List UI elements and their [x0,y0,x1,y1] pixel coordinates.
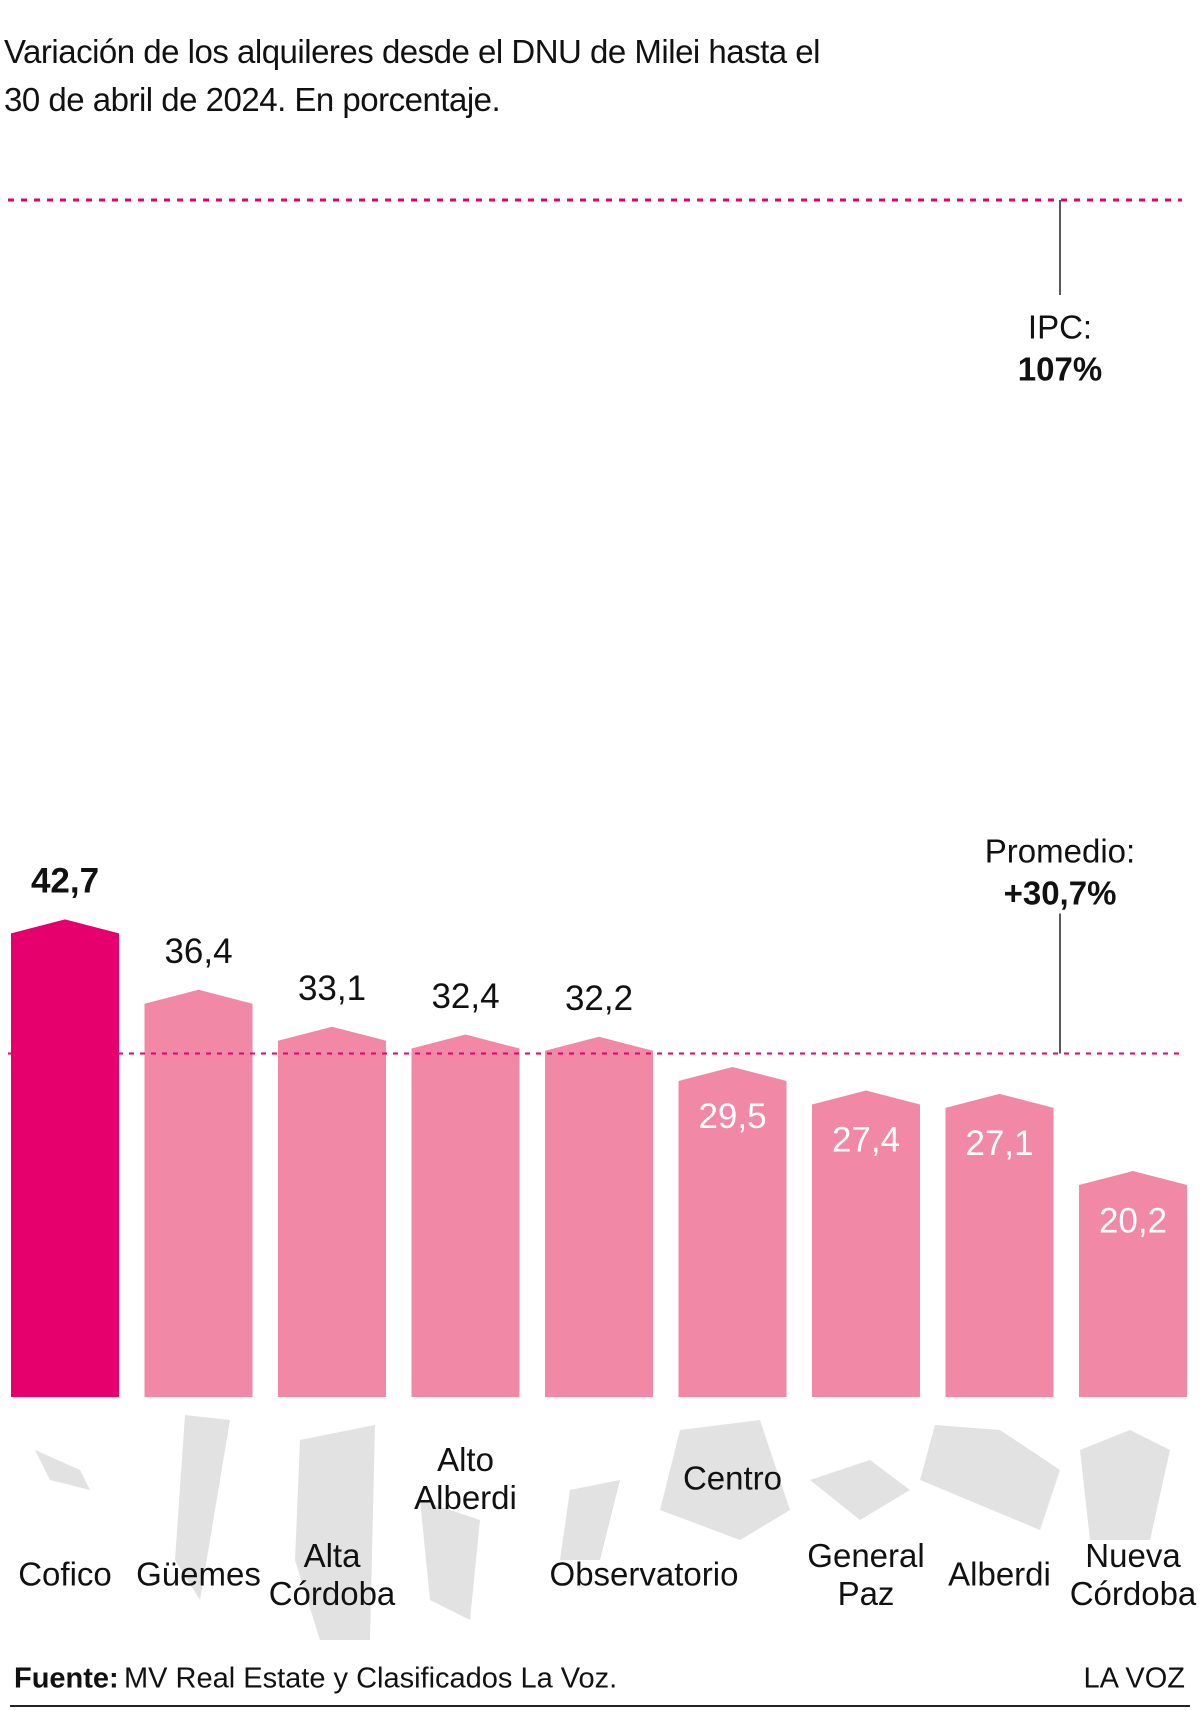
value-label: 42,7 [31,862,99,901]
map-shape [295,1425,375,1640]
x-tick-label: General Paz [807,1537,924,1612]
x-tick-label: Cofico [18,1556,112,1593]
reference-label: IPC: [1028,309,1092,346]
map-shape [1080,1430,1170,1540]
value-label: 32,4 [431,977,499,1016]
value-label: 29,5 [698,1097,766,1136]
reference-label: Promedio: [985,832,1135,869]
bar [1079,1171,1187,1397]
map-shape [35,1450,90,1490]
map-shape [660,1420,790,1540]
bar [144,989,253,1397]
map-shape [920,1425,1060,1530]
reference-value: 107% [1018,351,1102,388]
bar [411,1034,520,1397]
value-label: 33,1 [298,969,366,1008]
map-shapes [35,1415,1170,1640]
brand: LA VOZ [1083,1663,1185,1695]
chart-title: Variación de los alquileres desde el DNU… [4,33,821,118]
x-tick-label: Observatorio [550,1556,739,1593]
map-shape [560,1480,620,1560]
value-label: 20,2 [1099,1201,1167,1240]
bar [278,1026,386,1397]
map-shape [420,1500,480,1620]
bar [945,1093,1054,1397]
x-tick-label: Centro [683,1460,782,1497]
value-label: 36,4 [164,932,232,971]
map-shape [810,1460,910,1520]
source-label: Fuente: [14,1663,119,1695]
x-tick-label: Nueva Córdoba [1070,1537,1197,1612]
value-label: 27,1 [965,1124,1033,1163]
value-label: 32,2 [565,979,633,1018]
x-tick-label: Güemes [136,1556,261,1593]
value-label: 27,4 [832,1121,900,1160]
bar [545,1036,653,1397]
reference-value: +30,7% [1004,874,1117,911]
x-tick-label: Alta Córdoba [269,1537,396,1612]
bar [11,919,119,1397]
source-text: MV Real Estate y Clasificados La Voz. [124,1663,617,1695]
bar [678,1066,787,1397]
bar [812,1090,920,1397]
x-tick-label: Alto Alberdi [414,1441,517,1516]
map-shape [175,1415,230,1600]
x-tick-label: Alberdi [948,1556,1051,1593]
